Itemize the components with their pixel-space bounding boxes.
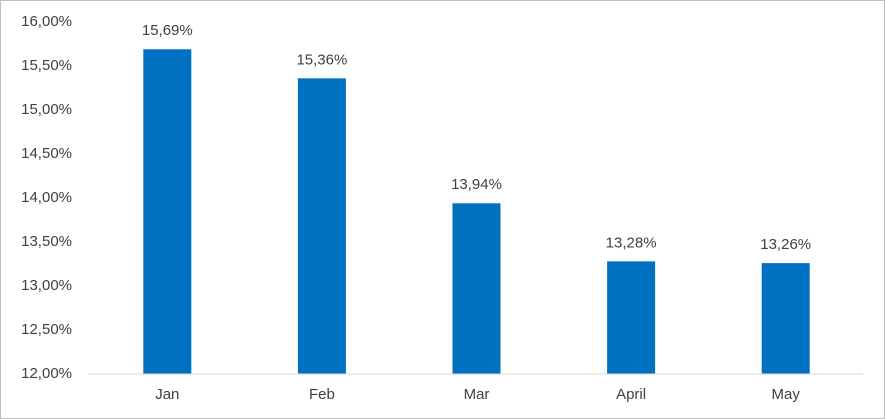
y-tick-label: 12,00% — [21, 365, 72, 382]
data-label: 13,26% — [760, 236, 811, 253]
x-tick-label: Jan — [155, 386, 179, 403]
x-tick-label: Mar — [464, 386, 490, 403]
y-tick-label: 13,00% — [21, 277, 72, 294]
bar — [607, 261, 656, 374]
data-label: 13,94% — [451, 176, 502, 193]
y-tick-label: 16,00% — [21, 13, 72, 30]
y-tick-label: 15,50% — [21, 57, 72, 74]
y-tick-label: 15,00% — [21, 101, 72, 118]
data-label: 15,36% — [296, 51, 347, 68]
bar — [143, 49, 192, 374]
bar — [761, 263, 810, 374]
bar — [297, 78, 346, 374]
y-tick-label: 14,50% — [21, 145, 72, 162]
y-tick-label: 12,50% — [21, 321, 72, 338]
x-tick-label: April — [616, 386, 646, 403]
x-tick-label: Feb — [309, 386, 335, 403]
y-tick-label: 14,00% — [21, 189, 72, 206]
data-label: 15,69% — [142, 22, 193, 39]
data-label: 13,28% — [606, 234, 657, 251]
y-tick-label: 13,50% — [21, 233, 72, 250]
bar — [452, 203, 501, 374]
x-tick-label: May — [772, 386, 801, 403]
